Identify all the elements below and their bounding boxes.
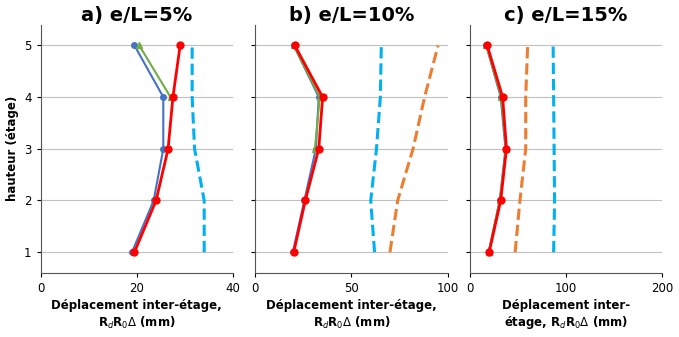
X-axis label: Déplacement inter-étage,
R$_d$R$_0$$\Delta$ (mm): Déplacement inter-étage, R$_d$R$_0$$\Del… — [266, 299, 437, 331]
Title: c) e/L=15%: c) e/L=15% — [504, 5, 628, 25]
Title: b) e/L=10%: b) e/L=10% — [289, 5, 414, 25]
Title: a) e/L=5%: a) e/L=5% — [81, 5, 192, 25]
X-axis label: Déplacement inter-étage,
R$_d$R$_0$$\Delta$ (mm): Déplacement inter-étage, R$_d$R$_0$$\Del… — [52, 299, 222, 331]
X-axis label: Déplacement inter-
étage, R$_d$R$_0$$\Delta$ (mm): Déplacement inter- étage, R$_d$R$_0$$\De… — [502, 299, 630, 332]
Y-axis label: hauteur (étage): hauteur (étage) — [5, 96, 18, 202]
